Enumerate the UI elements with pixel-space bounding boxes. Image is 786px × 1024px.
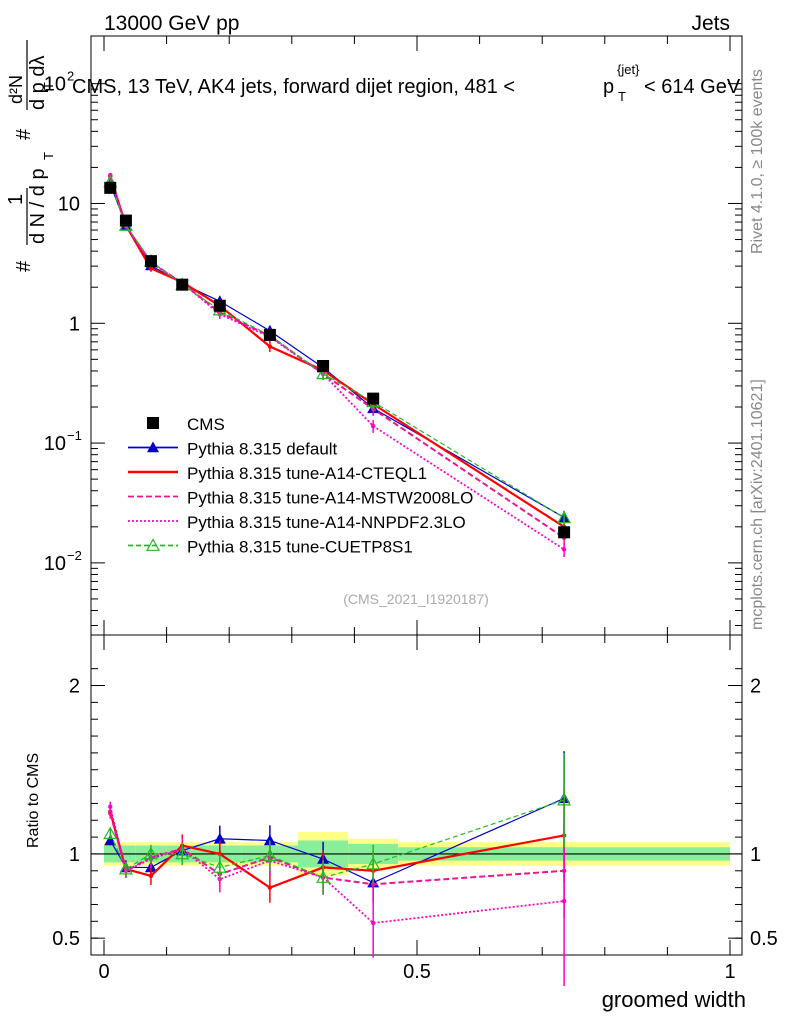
ylabel-dn-dp: d N / d p <box>27 168 49 244</box>
ylabel-dp-dl: d p dλ <box>27 56 49 110</box>
main-y-tick-exponent: −1 <box>67 428 82 443</box>
legend-marker <box>145 538 161 551</box>
main-marker <box>148 266 154 271</box>
x-axis: 0 0.5 1 <box>98 36 736 983</box>
ratio-marker <box>366 856 381 870</box>
main-y-tick-label: 1 <box>69 313 80 335</box>
ratio-marker <box>118 861 133 875</box>
ylabel-d2n: d²N <box>6 75 26 104</box>
ratio-y-tick-label-right: 1 <box>750 844 761 866</box>
main-y-tick-label: 10 <box>58 193 80 215</box>
ratio-marker <box>213 832 226 844</box>
main-y-tick-exponent: 2 <box>67 69 74 84</box>
cms-data-point <box>367 392 380 405</box>
title-end: < 614 GeV <box>644 76 741 98</box>
main-marker <box>557 510 572 524</box>
ratio-marker <box>263 834 276 846</box>
legend-label: CMS <box>187 415 225 434</box>
ratio-y-tick-label: 0.5 <box>52 928 80 950</box>
main-series <box>103 172 572 557</box>
ratio-axes: 2 2 1 1 0.5 0.5 <box>52 668 778 950</box>
ratio-plot-frame <box>90 634 743 956</box>
legend-label: Pythia 8.315 tune-A14-NNPDF2.3LO <box>187 513 466 532</box>
mcplots-label: mcplots.cern.ch [arXiv:2401.10621] <box>749 379 766 630</box>
x-axis-label: groomed width <box>602 987 746 1012</box>
main-series-line <box>109 181 565 519</box>
cms-data-point <box>176 278 189 291</box>
main-y-tick-exponent: −2 <box>67 548 82 563</box>
main-series-line <box>109 174 565 551</box>
ratio-marker <box>104 834 117 846</box>
x-tick-label: 1 <box>724 961 735 983</box>
ratio-marker <box>370 920 376 926</box>
header-right: Jets <box>691 12 730 35</box>
x-tick-label: 0.5 <box>403 961 431 983</box>
ratio-marker <box>108 804 113 809</box>
x-tick-label: 0 <box>98 961 109 983</box>
title-pt-sup: {jet} <box>617 62 640 77</box>
cms-data-point <box>104 181 117 194</box>
ratio-y-tick-label: 2 <box>69 676 80 698</box>
cms-data-point <box>213 299 226 312</box>
cms-data-point <box>263 328 276 341</box>
main-y-axis-label: # 1 d N / d p T # d²N d p dλ T <box>5 40 56 272</box>
rivet-label: Rivet 4.1.0, ≥ 100k events <box>749 69 766 254</box>
plot-title: CMS, 13 TeV, AK4 jets, forward dijet reg… <box>72 62 741 104</box>
cms-data-point <box>558 526 571 539</box>
ratio-marker <box>316 870 331 883</box>
ylabel-t1: T <box>41 152 56 160</box>
ratio-marker <box>370 882 376 887</box>
cms-data-point <box>119 214 132 227</box>
main-marker <box>370 423 376 429</box>
ratio-marker <box>557 792 572 806</box>
ratio-marker <box>143 846 158 860</box>
main-marker <box>370 406 376 412</box>
ratio-y-tick-label-right: 2 <box>750 676 761 698</box>
ratio-y-axis-label: Ratio to CMS <box>25 753 42 848</box>
ratio-marker <box>148 873 154 879</box>
ratio-marker <box>267 885 273 890</box>
ylabel-hash2: # <box>13 128 35 140</box>
cms-data-point <box>317 359 330 372</box>
ratio-y-tick-label: 1 <box>69 844 80 866</box>
main-y-tick-label: 10 <box>44 553 66 575</box>
ratio-marker <box>103 826 118 840</box>
legend-marker <box>147 441 159 453</box>
ratio-marker <box>212 860 227 873</box>
cms-data-point <box>144 255 157 268</box>
legend-swatch <box>147 417 159 429</box>
legend-label: Pythia 8.315 tune-A14-CTEQL1 <box>187 464 427 483</box>
ratio-series <box>103 751 572 986</box>
ratio-series-line <box>109 806 565 924</box>
ratio-marker <box>262 848 277 862</box>
title-pt-sub: T <box>618 89 626 104</box>
ratio-marker <box>561 898 567 904</box>
ylabel-hash1: # <box>13 260 35 272</box>
legend-label: Pythia 8.315 tune-CUETP8S1 <box>187 538 413 557</box>
main-y-tick-label: 10 <box>44 74 66 96</box>
ylabel-t2: T <box>41 82 56 90</box>
ratio-marker <box>175 846 190 860</box>
main-y-tick-label: 10 <box>44 433 66 455</box>
legend-label: Pythia 8.315 default <box>187 440 338 459</box>
legend-label: Pythia 8.315 tune-A14-MSTW2008LO <box>187 489 473 508</box>
ratio-y-tick-label-right: 0.5 <box>750 928 778 950</box>
main-marker <box>316 366 331 380</box>
main-marker <box>267 344 273 349</box>
header-left: 13000 GeV pp <box>104 12 239 35</box>
main-marker <box>561 547 567 552</box>
ratio-marker <box>217 851 223 857</box>
title-pt: p <box>603 76 614 98</box>
title-main: CMS, 13 TeV, AK4 jets, forward dijet reg… <box>72 76 515 98</box>
watermark: (CMS_2021_I1920187) <box>343 591 489 607</box>
ylabel-one: 1 <box>5 194 27 205</box>
legend: CMS Pythia 8.315 default Pythia 8.315 tune… <box>128 415 473 557</box>
